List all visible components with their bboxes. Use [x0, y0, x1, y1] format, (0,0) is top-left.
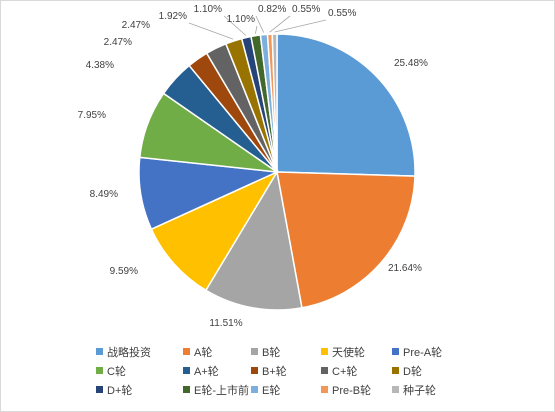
leader-line: [274, 19, 327, 33]
pie-slice: [276, 33, 416, 177]
legend-swatch: [321, 348, 328, 355]
data-label: 25.48%: [394, 58, 428, 69]
leader-line: [255, 25, 258, 34]
legend-item: 天使轮: [321, 345, 365, 359]
legend-swatch: [392, 386, 399, 393]
pie-slice: [276, 171, 416, 309]
data-label: 9.59%: [110, 266, 138, 277]
legend-swatch: [251, 367, 258, 374]
legend-item: E轮: [251, 383, 280, 397]
legend-label: C轮: [107, 364, 126, 378]
legend-swatch: [96, 348, 103, 355]
legend-swatch: [251, 348, 258, 355]
legend-item: B轮: [251, 345, 280, 359]
legend-item: A+轮: [183, 364, 219, 378]
pie-slices: [138, 33, 416, 311]
legend-label: D轮: [403, 364, 422, 378]
legend-label: C+轮: [332, 364, 357, 378]
legend-item: Pre-A轮: [392, 345, 442, 359]
leader-line: [255, 15, 265, 33]
legend-item: Pre-B轮: [321, 383, 371, 397]
data-label: 1.10%: [227, 14, 255, 25]
data-label: 2.47%: [104, 37, 132, 48]
legend-label: D+轮: [107, 383, 132, 397]
pie-slice: [271, 33, 278, 173]
legend-item: A轮: [183, 345, 212, 359]
legend-label: 战略投资: [107, 345, 151, 359]
data-label: 4.38%: [86, 60, 114, 71]
legend-swatch: [183, 348, 190, 355]
pie-slice: [150, 170, 279, 292]
legend-item: D轮: [392, 364, 422, 378]
data-label: 11.51%: [209, 318, 242, 329]
leader-line: [223, 15, 247, 36]
legend-item: B+轮: [251, 364, 287, 378]
legend-item: D+轮: [96, 383, 132, 397]
legend-label: B+轮: [262, 364, 287, 378]
data-label: 8.49%: [90, 189, 118, 200]
data-label: 1.10%: [194, 4, 222, 15]
legend-item: C+轮: [321, 364, 357, 378]
legend-label: A轮: [194, 345, 212, 359]
leader-line: [269, 15, 291, 33]
legend-swatch: [392, 348, 399, 355]
legend-swatch: [321, 386, 328, 393]
leader-line: [188, 22, 234, 40]
legend-swatch: [321, 367, 328, 374]
leader-lines: [188, 15, 327, 40]
data-label: 0.55%: [292, 4, 320, 15]
legend-swatch: [96, 386, 103, 393]
data-label: 1.92%: [159, 11, 187, 22]
legend-swatch: [96, 367, 103, 374]
legend-label: Pre-A轮: [403, 345, 442, 359]
legend-item: C轮: [96, 364, 126, 378]
legend-swatch: [392, 367, 399, 374]
legend-swatch: [251, 386, 258, 393]
legend-label: 天使轮: [332, 345, 365, 359]
legend-label: B轮: [262, 345, 280, 359]
legend-label: 种子轮: [403, 383, 436, 397]
legend-label: E轮-上市前: [194, 383, 249, 397]
legend-item: 战略投资: [96, 345, 151, 359]
legend: 战略投资 A轮 B轮 天使轮 Pre-A轮 C轮 A+轮 B+轮 C+轮 D轮 D+轮 E轮-上市前 E…: [96, 345, 442, 397]
pie-slice: [204, 169, 303, 311]
data-label: 21.64%: [388, 263, 422, 274]
data-label: 7.95%: [78, 110, 106, 121]
legend-item: E轮-上市前: [183, 383, 249, 397]
legend-item: 种子轮: [392, 383, 436, 397]
legend-label: A+轮: [194, 364, 219, 378]
legend-label: E轮: [262, 383, 280, 397]
data-label: 0.55%: [328, 8, 356, 19]
data-labels: 25.48% 21.64% 11.51% 9.59% 8.49% 7.95% 4.38% 2.…: [78, 4, 428, 329]
data-label: 2.47%: [122, 20, 150, 31]
legend-swatch: [183, 367, 190, 374]
legend-swatch: [183, 386, 190, 393]
data-label: 0.82%: [258, 4, 286, 15]
legend-label: Pre-B轮: [332, 383, 371, 397]
